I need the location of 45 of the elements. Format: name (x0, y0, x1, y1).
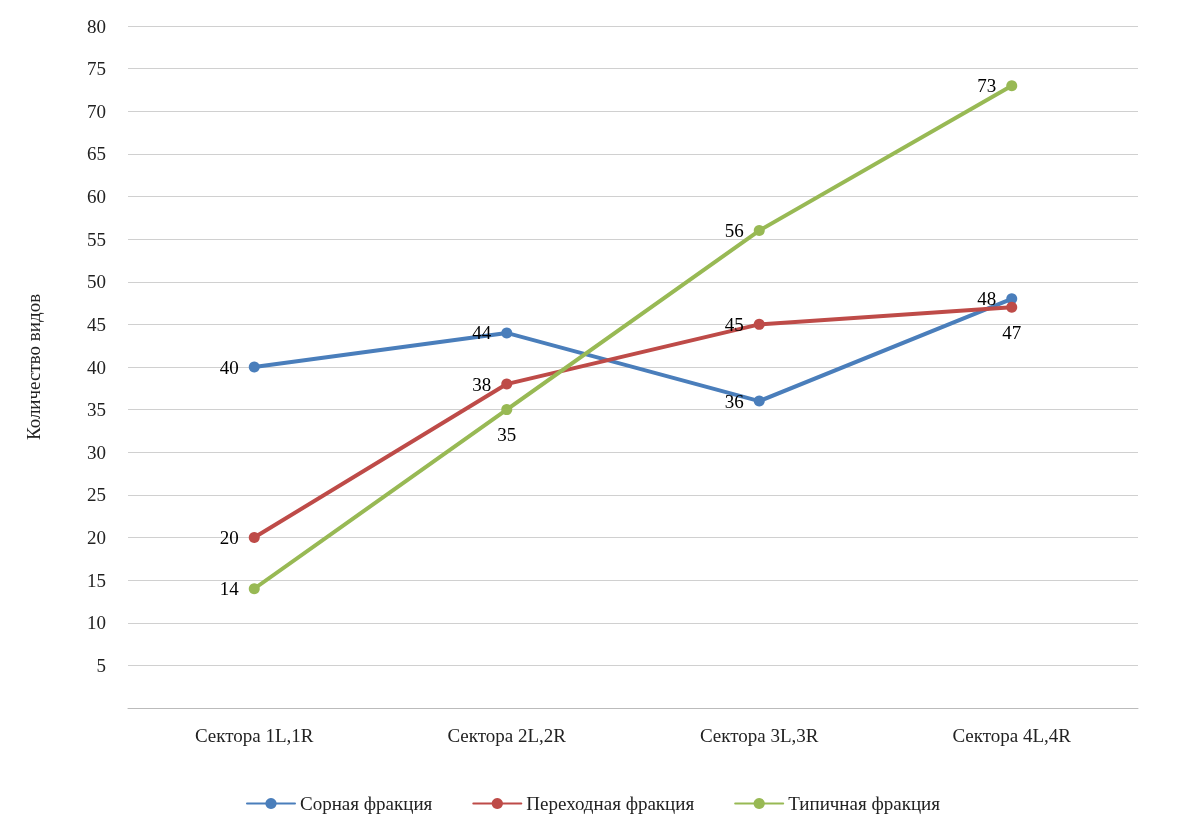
y-tick-label: 50 (87, 271, 106, 293)
y-tick-label: 10 (87, 612, 106, 634)
x-tick-label: Сектора 2L,2R (447, 725, 567, 746)
x-tick-label: Сектора 1L,1R (194, 725, 314, 746)
data-label: 38 (472, 373, 492, 395)
y-tick-label: 80 (87, 15, 106, 37)
y-tick-label: 5 (96, 654, 106, 676)
data-label: 73 (977, 75, 997, 97)
y-tick-label: 55 (87, 228, 106, 250)
point (753, 225, 765, 237)
data-label: 56 (724, 220, 744, 242)
point (753, 395, 765, 407)
point (1006, 80, 1018, 92)
y-tick-label: 75 (87, 58, 106, 80)
y-tick-label: 60 (87, 186, 106, 207)
data-label: 36 (724, 390, 744, 412)
x-tick-label: Сектора 3L,3R (699, 725, 819, 746)
point (501, 404, 513, 416)
y-tick-label: 65 (87, 143, 106, 165)
legend-label: Переходная фракция (526, 793, 695, 814)
data-label: 40 (219, 356, 239, 378)
point (501, 327, 513, 339)
y-tick-label: 45 (87, 313, 106, 335)
point (248, 583, 260, 595)
y-tick-label: 30 (87, 441, 106, 463)
data-label: 20 (219, 527, 239, 548)
data-label: 14 (219, 578, 240, 600)
y-tick-label: 15 (87, 569, 106, 591)
data-label: 47 (1002, 321, 1022, 343)
point (753, 318, 765, 330)
y-tick-label: 40 (87, 356, 106, 378)
point (248, 361, 260, 373)
y-tick-label: 35 (87, 399, 106, 421)
y-tick-label: 70 (87, 100, 106, 122)
y-tick-label: 20 (87, 527, 106, 548)
data-label: 48 (977, 288, 997, 310)
point (501, 378, 513, 390)
point (248, 532, 260, 543)
y-tick-label: 25 (87, 484, 106, 506)
y-axis-title: Количество видов (23, 293, 44, 441)
point (1006, 301, 1018, 313)
legend-label: Сорная фракция (299, 793, 433, 814)
data-label: 35 (497, 424, 517, 446)
x-tick-label: Сектора 4L,4R (952, 725, 1072, 746)
legend-label: Типичная фракция (788, 793, 941, 814)
